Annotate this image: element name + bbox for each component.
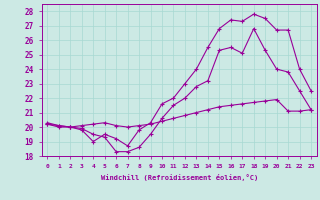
X-axis label: Windchill (Refroidissement éolien,°C): Windchill (Refroidissement éolien,°C) (100, 174, 258, 181)
